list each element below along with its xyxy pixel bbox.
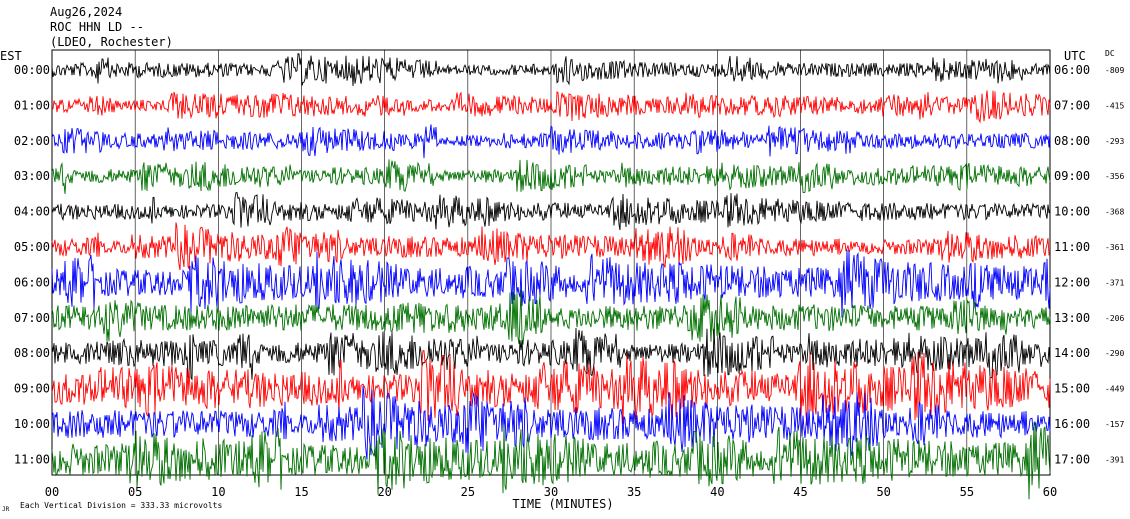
dc-offset-label: -391 <box>1105 455 1124 464</box>
dc-label: DC <box>1105 49 1115 58</box>
header-network: (LDEO, Rochester) <box>50 35 173 49</box>
dc-offset-label: -449 <box>1105 385 1124 394</box>
est-hour-label: 02:00 <box>14 134 50 148</box>
x-tick-label: 15 <box>294 485 308 499</box>
x-tick-label: 35 <box>627 485 641 499</box>
trace-0400 <box>51 192 1051 231</box>
utc-hour-label: 09:00 <box>1054 169 1090 183</box>
utc-hour-label: 13:00 <box>1054 311 1090 325</box>
minute-gridlines <box>134 50 968 475</box>
x-tick-label: 05 <box>128 485 142 499</box>
x-tick-label: 00 <box>45 485 59 499</box>
trace-0600 <box>51 249 1051 318</box>
x-tick-label: 20 <box>377 485 391 499</box>
dc-offset-label: -361 <box>1105 243 1124 252</box>
est-hour-label: 06:00 <box>14 275 50 289</box>
x-tick-label: 25 <box>461 485 475 499</box>
utc-hour-label: 11:00 <box>1054 240 1090 254</box>
trace-0900 <box>51 350 1051 426</box>
utc-hour-label: 12:00 <box>1054 275 1090 289</box>
x-axis-label: TIME (MINUTES) <box>512 497 613 511</box>
est-hour-label: 07:00 <box>14 311 50 325</box>
trace-0500 <box>51 222 1050 271</box>
utc-hour-label: 15:00 <box>1054 382 1090 396</box>
trace-0700 <box>51 289 1051 345</box>
utc-hour-label: 10:00 <box>1054 205 1090 219</box>
dc-offset-label: -293 <box>1105 137 1124 146</box>
x-tick-label: 45 <box>793 485 807 499</box>
utc-hour-label: 07:00 <box>1054 98 1090 112</box>
dc-offset-label: -206 <box>1105 314 1124 323</box>
time-axis: 00 05 10 15 20 25 30 35 40 45 50 55 60 <box>45 485 1057 499</box>
trace-0100 <box>51 90 1051 124</box>
dc-offset-label: -371 <box>1105 278 1124 287</box>
header-date: Aug26,2024 <box>50 5 122 19</box>
dc-offset-label: -356 <box>1105 172 1124 181</box>
row-labels: 00:00 06:00 -809 01:00 07:00 -415 02:00 08:00 -2… <box>14 63 1125 466</box>
est-hour-label: 09:00 <box>14 382 50 396</box>
est-hour-label: 08:00 <box>14 346 50 360</box>
utc-hour-label: 14:00 <box>1054 346 1090 360</box>
est-hour-label: 10:00 <box>14 417 50 431</box>
est-hour-label: 03:00 <box>14 169 50 183</box>
header-station: ROC HHN LD -- <box>50 20 144 34</box>
footer-mark: JR <box>2 506 10 513</box>
utc-hour-label: 17:00 <box>1054 452 1090 466</box>
trace-0300 <box>51 159 1051 194</box>
x-tick-label: 55 <box>960 485 974 499</box>
trace-0000 <box>51 52 1051 87</box>
dc-offset-label: -290 <box>1105 349 1124 358</box>
est-hour-label: 05:00 <box>14 240 50 254</box>
utc-hour-label: 08:00 <box>1054 134 1090 148</box>
est-zone-label: EST <box>0 49 22 63</box>
trace-1100 <box>51 422 1051 500</box>
x-tick-label: 60 <box>1043 485 1057 499</box>
x-tick-label: 40 <box>710 485 724 499</box>
est-hour-label: 11:00 <box>14 452 50 466</box>
dc-offset-label: -368 <box>1105 208 1124 217</box>
dc-offset-label: -809 <box>1105 66 1124 75</box>
seismic-traces <box>51 52 1051 500</box>
x-tick-label: 50 <box>876 485 890 499</box>
x-tick-label: 10 <box>211 485 225 499</box>
trace-0200 <box>51 124 1051 159</box>
est-hour-label: 01:00 <box>14 98 50 112</box>
trace-1000 <box>51 385 1051 460</box>
scale-note: Each Vertical Division = 333.33 microvol… <box>20 501 222 510</box>
est-hour-label: 04:00 <box>14 205 50 219</box>
x-tick-label: 30 <box>544 485 558 499</box>
utc-hour-label: 16:00 <box>1054 417 1090 431</box>
utc-hour-label: 06:00 <box>1054 63 1090 77</box>
utc-zone-label: UTC <box>1064 49 1086 63</box>
dc-offset-label: -415 <box>1105 101 1124 110</box>
est-hour-label: 00:00 <box>14 63 50 77</box>
dc-offset-label: -157 <box>1105 420 1124 429</box>
trace-0800 <box>51 327 1051 381</box>
